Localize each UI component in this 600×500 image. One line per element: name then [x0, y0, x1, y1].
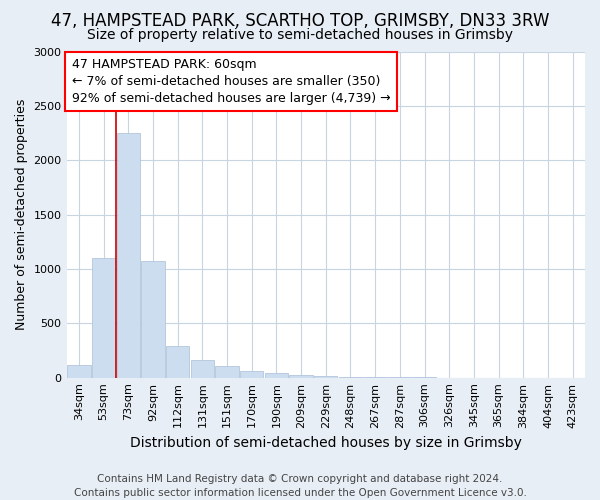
Bar [166, 346, 190, 378]
Text: 47, HAMPSTEAD PARK, SCARTHO TOP, GRIMSBY, DN33 3RW: 47, HAMPSTEAD PARK, SCARTHO TOP, GRIMSBY… [51, 12, 549, 30]
Bar [265, 374, 288, 378]
Text: Contains HM Land Registry data © Crown copyright and database right 2024.
Contai: Contains HM Land Registry data © Crown c… [74, 474, 526, 498]
Bar [116, 133, 140, 378]
Bar [240, 371, 263, 378]
Bar [339, 377, 362, 378]
Bar [289, 375, 313, 378]
X-axis label: Distribution of semi-detached houses by size in Grimsby: Distribution of semi-detached houses by … [130, 436, 522, 450]
Y-axis label: Number of semi-detached properties: Number of semi-detached properties [15, 99, 28, 330]
Text: Size of property relative to semi-detached houses in Grimsby: Size of property relative to semi-detach… [87, 28, 513, 42]
Bar [67, 364, 91, 378]
Text: 47 HAMPSTEAD PARK: 60sqm
← 7% of semi-detached houses are smaller (350)
92% of s: 47 HAMPSTEAD PARK: 60sqm ← 7% of semi-de… [72, 58, 391, 105]
Bar [215, 366, 239, 378]
Bar [364, 377, 387, 378]
Bar [191, 360, 214, 378]
Bar [314, 376, 337, 378]
Bar [141, 261, 164, 378]
Bar [92, 258, 115, 378]
